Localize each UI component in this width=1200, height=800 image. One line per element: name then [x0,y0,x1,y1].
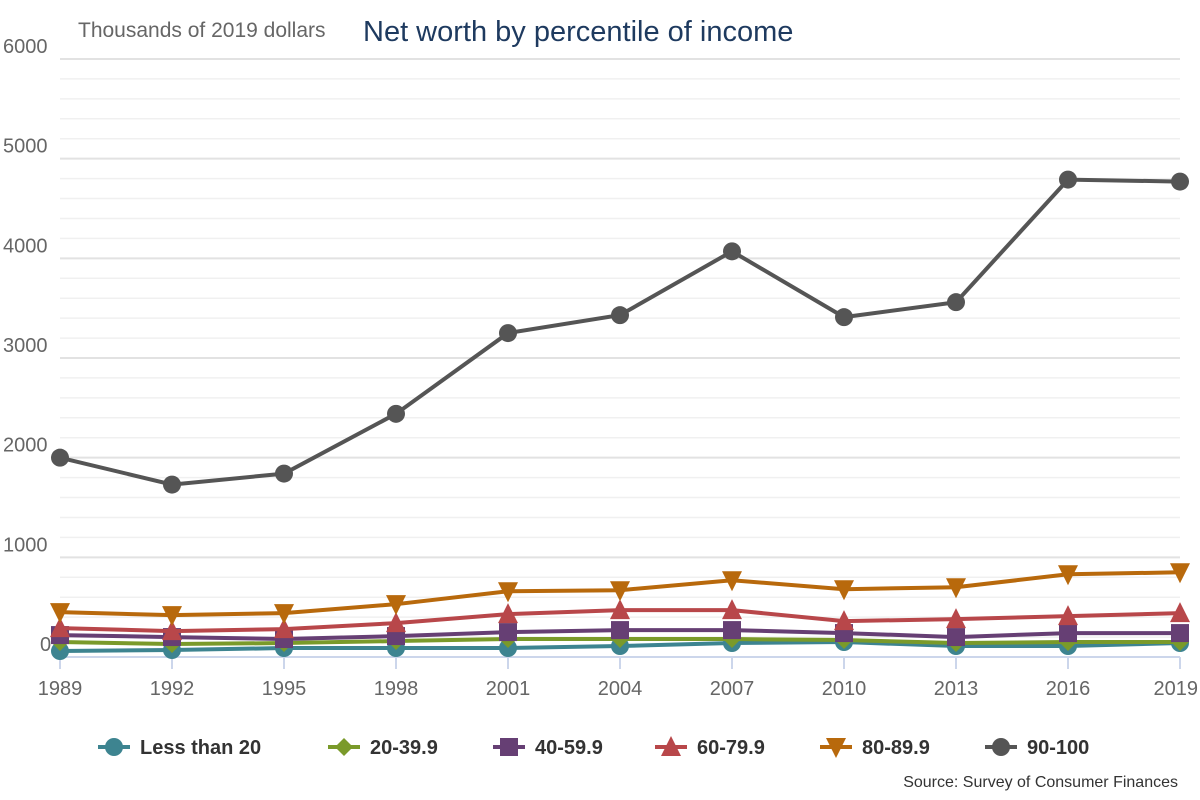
data-point [499,623,517,642]
legend-marker [992,738,1010,756]
data-point [163,475,181,494]
data-point [498,582,518,603]
data-point [162,606,182,627]
x-tick-label: 2001 [486,678,531,700]
x-tick-label: 2007 [710,678,755,700]
legend-marker [500,738,518,756]
x-tick-label: 2016 [1046,678,1091,700]
data-point [386,595,406,616]
data-point [1171,172,1189,191]
legend-item[interactable]: 90-100 [985,737,1089,759]
x-tick-label: 1995 [262,678,307,700]
legend-item[interactable]: Less than 20 [98,737,261,759]
y-tick-label: 3000 [3,335,48,357]
data-point [722,599,742,620]
data-point [274,618,294,639]
legend-marker [661,736,681,756]
data-point [611,621,629,640]
legend-marker [335,738,353,756]
data-point [1058,605,1078,626]
data-point [834,610,854,631]
data-point [946,578,966,599]
data-point [610,581,630,602]
data-point [947,628,965,647]
y-tick-label: 5000 [3,136,48,158]
x-tick-label: 2019 [1154,678,1199,700]
legend-item[interactable]: 20-39.9 [328,737,438,759]
y-tick-label: 2000 [3,435,48,457]
series-3 [50,599,1190,641]
data-point [946,608,966,629]
data-point [51,448,69,467]
y-tick-label: 0 [40,634,51,656]
data-point [1171,624,1189,643]
legend-marker [105,738,123,756]
legend-label: 80-89.9 [862,737,930,759]
x-tick-label: 2013 [934,678,979,700]
data-point [723,621,741,640]
source-note: Source: Survey of Consumer Finances [903,774,1178,791]
data-point [610,599,630,620]
legend-item[interactable]: 40-59.9 [493,737,603,759]
data-point [834,580,854,601]
y-tick-label: 4000 [3,235,48,257]
data-point [386,612,406,633]
data-point [50,617,70,638]
data-point [835,308,853,327]
data-point [722,571,742,592]
chart-title: Net worth by percentile of income [363,16,794,48]
legend-label: 20-39.9 [370,737,438,759]
legend-marker [826,738,846,758]
data-point [275,464,293,483]
series-line [59,177,1181,487]
data-point [1170,602,1190,623]
legend-item[interactable]: 80-89.9 [820,737,930,759]
data-point [611,306,629,325]
data-point [1059,624,1077,643]
data-point [498,603,518,624]
x-tick-label: 1989 [38,678,83,700]
data-point [947,293,965,312]
legend-label: 90-100 [1027,737,1089,759]
y-tick-label: 6000 [3,36,48,58]
series-4 [50,563,1190,627]
legend-item[interactable]: 60-79.9 [655,736,765,759]
data-point [1059,170,1077,189]
x-tick-label: 1992 [150,678,195,700]
data-point [274,604,294,625]
data-point [387,404,405,423]
y-axis-label: Thousands of 2019 dollars [78,19,326,42]
data-point [1170,563,1190,584]
data-point [1058,565,1078,586]
legend-label: 60-79.9 [697,737,765,759]
data-point [50,603,70,624]
data-point [162,620,182,641]
x-tick-label: 1998 [374,678,419,700]
data-point [499,324,517,343]
series-5 [51,170,1189,494]
y-tick-label: 1000 [3,534,48,556]
legend-label: Less than 20 [140,737,261,759]
x-tick-label: 2010 [822,678,867,700]
data-point [723,242,741,261]
legend-label: 40-59.9 [535,737,603,759]
x-tick-label: 2004 [598,678,643,700]
